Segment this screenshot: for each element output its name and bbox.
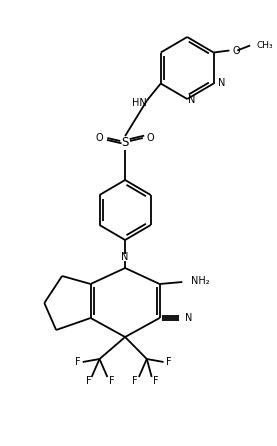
Text: S: S <box>121 136 129 149</box>
Text: O: O <box>232 45 240 55</box>
Text: F: F <box>75 357 81 367</box>
Text: N: N <box>185 313 193 323</box>
Text: F: F <box>86 376 91 386</box>
Text: F: F <box>132 376 138 386</box>
Text: CH₃: CH₃ <box>257 41 274 50</box>
Text: HN: HN <box>132 98 147 107</box>
Text: O: O <box>96 133 103 143</box>
Text: N: N <box>188 95 196 105</box>
Text: N: N <box>217 78 225 88</box>
Text: F: F <box>109 376 114 386</box>
Text: F: F <box>166 357 171 367</box>
Text: N: N <box>121 252 129 262</box>
Text: NH₂: NH₂ <box>191 276 210 286</box>
Text: F: F <box>153 376 158 386</box>
Text: O: O <box>147 133 155 143</box>
